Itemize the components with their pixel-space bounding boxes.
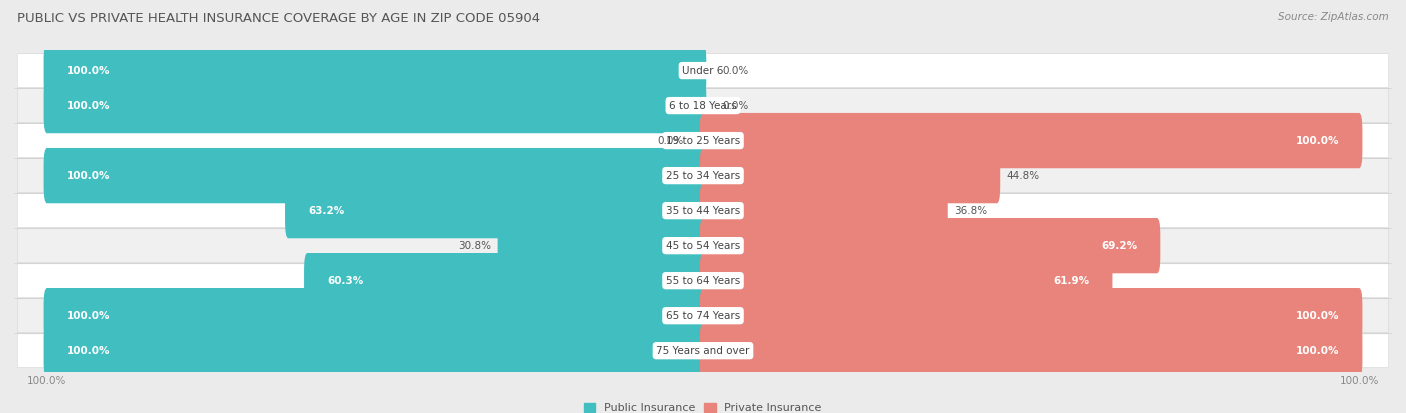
Text: 0.0%: 0.0% bbox=[723, 101, 749, 111]
FancyBboxPatch shape bbox=[700, 253, 1112, 309]
Text: Under 6: Under 6 bbox=[682, 66, 724, 76]
FancyBboxPatch shape bbox=[285, 183, 706, 238]
FancyBboxPatch shape bbox=[44, 78, 706, 133]
Legend: Public Insurance, Private Insurance: Public Insurance, Private Insurance bbox=[579, 399, 827, 413]
FancyBboxPatch shape bbox=[304, 253, 706, 309]
Text: 19 to 25 Years: 19 to 25 Years bbox=[666, 135, 740, 146]
Text: 100.0%: 100.0% bbox=[1296, 135, 1340, 146]
Text: 36.8%: 36.8% bbox=[955, 206, 987, 216]
Text: 100.0%: 100.0% bbox=[66, 171, 110, 180]
FancyBboxPatch shape bbox=[44, 323, 706, 378]
FancyBboxPatch shape bbox=[700, 218, 1160, 273]
FancyBboxPatch shape bbox=[17, 299, 1389, 332]
Text: PUBLIC VS PRIVATE HEALTH INSURANCE COVERAGE BY AGE IN ZIP CODE 05904: PUBLIC VS PRIVATE HEALTH INSURANCE COVER… bbox=[17, 12, 540, 25]
FancyBboxPatch shape bbox=[17, 54, 1389, 88]
FancyBboxPatch shape bbox=[44, 43, 706, 98]
FancyBboxPatch shape bbox=[17, 159, 1389, 192]
Text: 61.9%: 61.9% bbox=[1053, 275, 1090, 286]
FancyBboxPatch shape bbox=[17, 229, 1389, 262]
Text: 35 to 44 Years: 35 to 44 Years bbox=[666, 206, 740, 216]
FancyBboxPatch shape bbox=[17, 89, 1389, 122]
Text: 69.2%: 69.2% bbox=[1101, 241, 1137, 251]
Text: 6 to 18 Years: 6 to 18 Years bbox=[669, 101, 737, 111]
Text: 100.0%: 100.0% bbox=[66, 66, 110, 76]
Text: 100.0%: 100.0% bbox=[66, 101, 110, 111]
Text: 75 Years and over: 75 Years and over bbox=[657, 346, 749, 356]
FancyBboxPatch shape bbox=[700, 288, 1362, 343]
FancyBboxPatch shape bbox=[498, 218, 706, 273]
Text: Source: ZipAtlas.com: Source: ZipAtlas.com bbox=[1278, 12, 1389, 22]
FancyBboxPatch shape bbox=[700, 323, 1362, 378]
FancyBboxPatch shape bbox=[44, 148, 706, 203]
FancyBboxPatch shape bbox=[44, 288, 706, 343]
Text: 100.0%: 100.0% bbox=[66, 346, 110, 356]
Text: 100.0%: 100.0% bbox=[1296, 346, 1340, 356]
FancyBboxPatch shape bbox=[17, 124, 1389, 157]
FancyBboxPatch shape bbox=[17, 264, 1389, 297]
Text: 63.2%: 63.2% bbox=[308, 206, 344, 216]
Text: 44.8%: 44.8% bbox=[1007, 171, 1040, 180]
Text: 100.0%: 100.0% bbox=[1296, 311, 1340, 320]
FancyBboxPatch shape bbox=[17, 334, 1389, 368]
Text: 45 to 54 Years: 45 to 54 Years bbox=[666, 241, 740, 251]
Text: 0.0%: 0.0% bbox=[657, 135, 683, 146]
Text: 60.3%: 60.3% bbox=[328, 275, 363, 286]
Text: 55 to 64 Years: 55 to 64 Years bbox=[666, 275, 740, 286]
Text: 100.0%: 100.0% bbox=[66, 311, 110, 320]
FancyBboxPatch shape bbox=[17, 194, 1389, 228]
Text: 0.0%: 0.0% bbox=[723, 66, 749, 76]
FancyBboxPatch shape bbox=[700, 113, 1362, 168]
Text: 65 to 74 Years: 65 to 74 Years bbox=[666, 311, 740, 320]
FancyBboxPatch shape bbox=[700, 148, 1000, 203]
FancyBboxPatch shape bbox=[700, 183, 948, 238]
Text: 25 to 34 Years: 25 to 34 Years bbox=[666, 171, 740, 180]
Text: 30.8%: 30.8% bbox=[458, 241, 491, 251]
